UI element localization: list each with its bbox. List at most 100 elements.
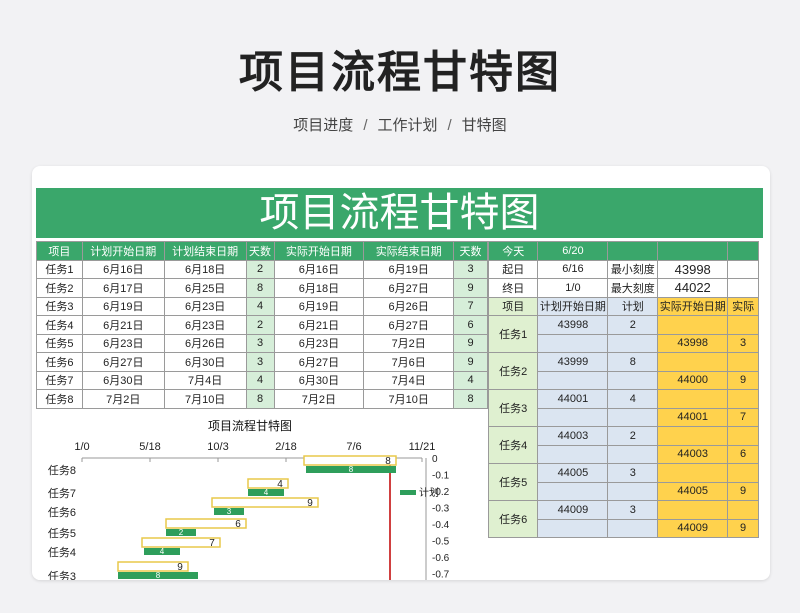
task-cell[interactable]: 任务5 (36, 333, 83, 353)
helper-blank[interactable] (537, 518, 609, 538)
task-cell[interactable]: 任务6 (36, 352, 83, 372)
today-value[interactable]: 6/20 (537, 241, 609, 261)
task-cell[interactable]: 7月6日 (363, 352, 455, 372)
task-cell[interactable]: 7月10日 (163, 389, 247, 409)
task-cell[interactable]: 3 (245, 352, 275, 372)
task-cell[interactable]: 8 (453, 389, 488, 409)
task-cell[interactable]: 6月27日 (273, 352, 365, 372)
task-cell[interactable]: 4 (453, 370, 488, 390)
helper-blank[interactable] (727, 463, 759, 483)
helper-blank[interactable] (537, 333, 609, 353)
helper-task-name[interactable]: 任务3 (487, 389, 539, 427)
task-cell[interactable]: 6月18日 (163, 259, 247, 279)
helper-actual-start[interactable]: 44000 (657, 370, 729, 390)
helper-blank[interactable] (727, 352, 759, 372)
task-cell[interactable]: 6月23日 (163, 296, 247, 316)
task-cell[interactable]: 6月19日 (81, 296, 165, 316)
min-scale-value[interactable]: 43998 (657, 259, 729, 279)
task-cell[interactable]: 2 (245, 259, 275, 279)
helper-task-name[interactable]: 任务1 (487, 315, 539, 353)
helper-task-name[interactable]: 任务4 (487, 426, 539, 464)
helper-actual[interactable]: 3 (727, 333, 759, 353)
task-cell[interactable]: 6月27日 (81, 352, 165, 372)
helper-blank[interactable] (657, 500, 729, 520)
task-cell[interactable]: 6月27日 (363, 315, 455, 335)
start-value[interactable]: 6/16 (537, 259, 609, 279)
task-cell[interactable]: 9 (453, 352, 488, 372)
helper-plan[interactable]: 3 (607, 500, 659, 520)
helper-task-name[interactable]: 任务6 (487, 500, 539, 538)
helper-blank[interactable] (607, 333, 659, 353)
helper-actual-start[interactable]: 44009 (657, 518, 729, 538)
task-cell[interactable]: 6月30日 (273, 370, 365, 390)
task-cell[interactable]: 6月30日 (163, 352, 247, 372)
breadcrumb-item[interactable]: 甘特图 (461, 117, 507, 134)
helper-actual-start[interactable]: 44001 (657, 407, 729, 427)
helper-actual[interactable]: 6 (727, 444, 759, 464)
task-cell[interactable]: 9 (453, 333, 488, 353)
helper-start[interactable]: 44003 (537, 426, 609, 446)
helper-actual[interactable]: 7 (727, 407, 759, 427)
breadcrumb-item[interactable]: 工作计划 (377, 117, 438, 134)
task-cell[interactable]: 任务3 (36, 296, 83, 316)
task-cell[interactable]: 7月10日 (363, 389, 455, 409)
task-cell[interactable]: 任务7 (36, 370, 83, 390)
helper-blank[interactable] (727, 389, 759, 409)
task-cell[interactable]: 6月23日 (81, 333, 165, 353)
task-cell[interactable]: 6月26日 (163, 333, 247, 353)
helper-start[interactable]: 44005 (537, 463, 609, 483)
task-cell[interactable]: 6月21日 (273, 315, 365, 335)
task-cell[interactable]: 任务4 (36, 315, 83, 335)
helper-plan[interactable]: 2 (607, 426, 659, 446)
task-cell[interactable]: 8 (245, 278, 275, 298)
task-cell[interactable]: 任务1 (36, 259, 83, 279)
task-cell[interactable]: 6月30日 (81, 370, 165, 390)
helper-blank[interactable] (657, 352, 729, 372)
task-cell[interactable]: 6月19日 (363, 259, 455, 279)
helper-blank[interactable] (607, 518, 659, 538)
task-cell[interactable]: 6月23日 (273, 333, 365, 353)
helper-blank[interactable] (657, 315, 729, 335)
task-cell[interactable]: 6月16日 (81, 259, 165, 279)
task-cell[interactable]: 8 (245, 389, 275, 409)
task-cell[interactable]: 6月25日 (163, 278, 247, 298)
helper-actual-start[interactable]: 44005 (657, 481, 729, 501)
task-cell[interactable]: 6月23日 (163, 315, 247, 335)
task-cell[interactable]: 3 (245, 333, 275, 353)
helper-plan[interactable]: 2 (607, 315, 659, 335)
helper-start[interactable]: 43998 (537, 315, 609, 335)
helper-plan[interactable]: 4 (607, 389, 659, 409)
helper-actual[interactable]: 9 (727, 518, 759, 538)
task-cell[interactable]: 任务8 (36, 389, 83, 409)
task-cell[interactable]: 4 (245, 296, 275, 316)
task-cell[interactable]: 7月4日 (163, 370, 247, 390)
helper-plan[interactable]: 3 (607, 463, 659, 483)
helper-blank[interactable] (537, 370, 609, 390)
helper-task-name[interactable]: 任务5 (487, 463, 539, 501)
task-cell[interactable]: 6月21日 (81, 315, 165, 335)
helper-actual-start[interactable]: 43998 (657, 333, 729, 353)
helper-blank[interactable] (727, 500, 759, 520)
task-cell[interactable]: 7月2日 (363, 333, 455, 353)
helper-blank[interactable] (607, 370, 659, 390)
helper-blank[interactable] (727, 426, 759, 446)
task-cell[interactable]: 4 (245, 370, 275, 390)
task-cell[interactable]: 7 (453, 296, 488, 316)
task-cell[interactable]: 6月27日 (363, 278, 455, 298)
helper-blank[interactable] (727, 315, 759, 335)
helper-blank[interactable] (657, 426, 729, 446)
task-cell[interactable]: 9 (453, 278, 488, 298)
helper-blank[interactable] (607, 444, 659, 464)
helper-actual-start[interactable]: 44003 (657, 444, 729, 464)
task-cell[interactable]: 6月17日 (81, 278, 165, 298)
task-cell[interactable]: 6月18日 (273, 278, 365, 298)
task-cell[interactable]: 2 (245, 315, 275, 335)
helper-blank[interactable] (657, 463, 729, 483)
helper-actual[interactable]: 9 (727, 481, 759, 501)
task-cell[interactable]: 7月4日 (363, 370, 455, 390)
helper-blank[interactable] (537, 444, 609, 464)
helper-blank[interactable] (607, 407, 659, 427)
helper-start[interactable]: 43999 (537, 352, 609, 372)
helper-blank[interactable] (537, 481, 609, 501)
task-cell[interactable]: 任务2 (36, 278, 83, 298)
